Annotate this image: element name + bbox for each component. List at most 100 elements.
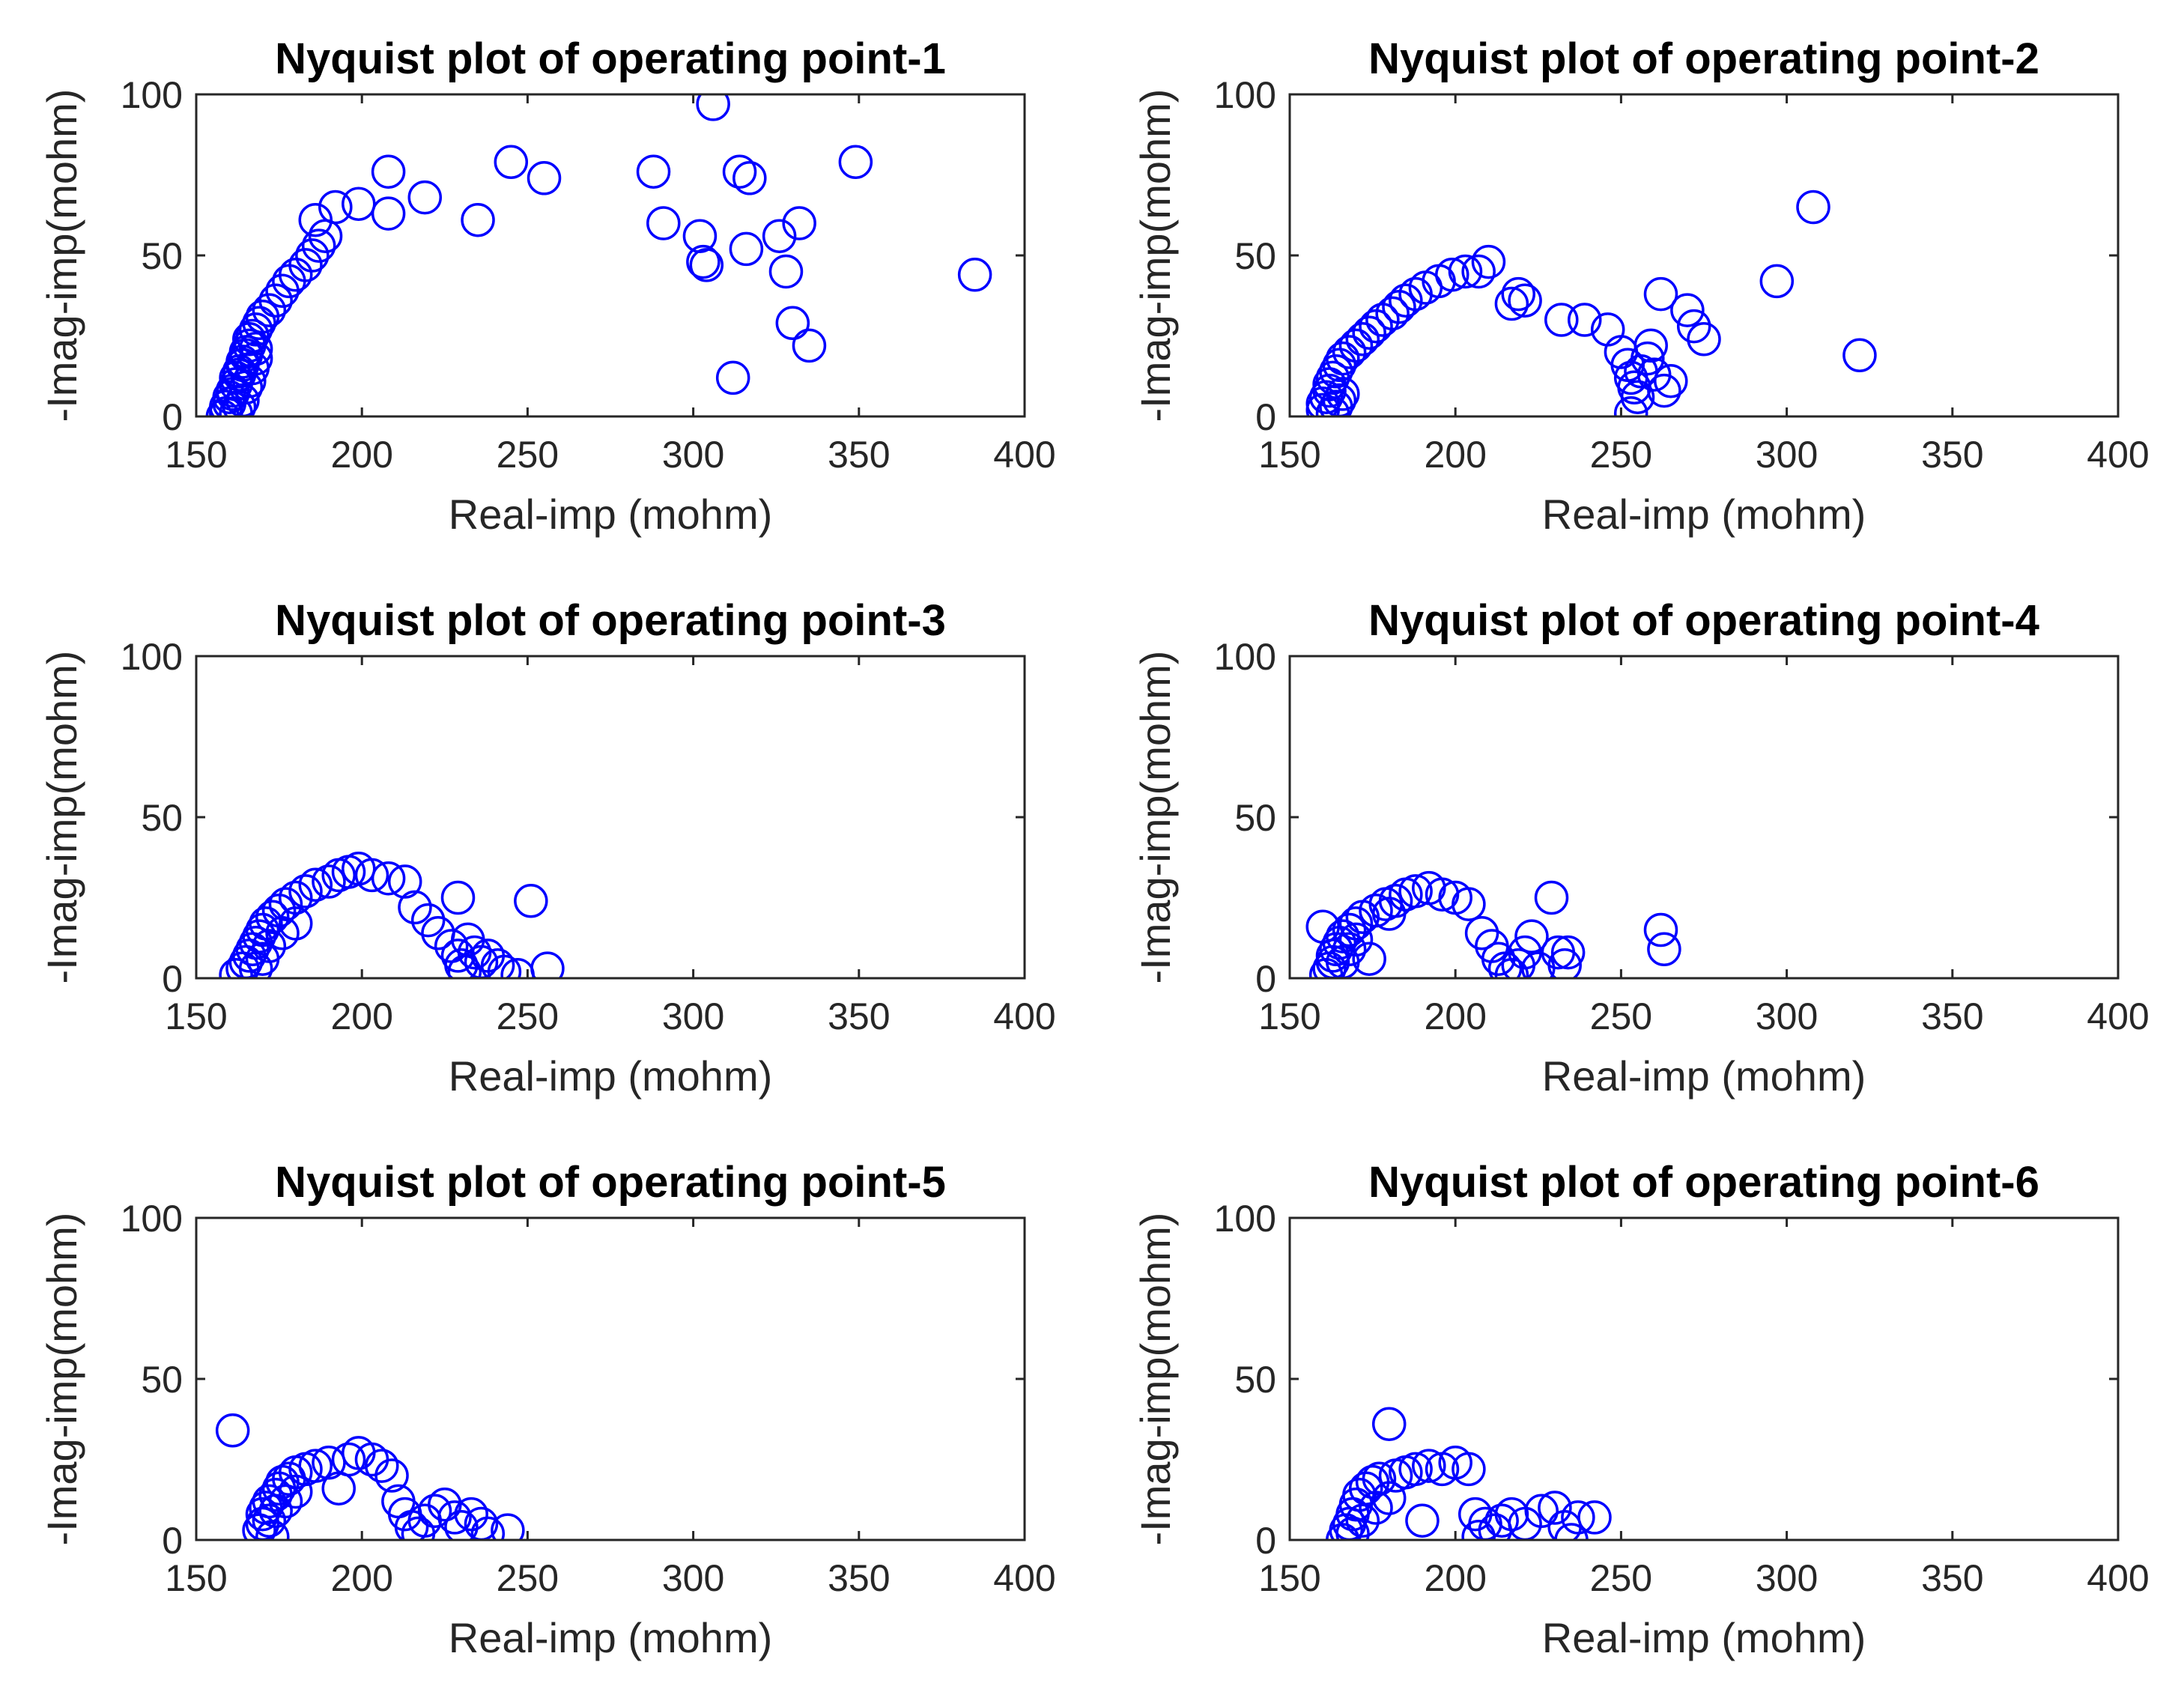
data-point-marker: [268, 887, 303, 921]
x-tick-label: 300: [662, 434, 724, 476]
x-tick-label: 400: [2087, 995, 2149, 1037]
data-point-marker: [387, 864, 422, 899]
x-tick-label: 350: [828, 995, 890, 1037]
data-point-marker: [331, 1442, 366, 1477]
data-point-marker: [1484, 1503, 1519, 1538]
plot-frame: [195, 655, 1026, 980]
data-points: [1305, 189, 1877, 416]
data-point-marker: [1359, 893, 1393, 928]
data-point-marker: [1371, 1407, 1407, 1441]
subplot-title: Nyquist plot of operating point-3: [275, 596, 946, 645]
data-point-marker: [1448, 254, 1483, 289]
data-point-marker: [732, 161, 767, 195]
y-tick-label: 0: [162, 1520, 183, 1562]
data-point-marker: [1796, 189, 1830, 225]
x-tick-label: 350: [1921, 1557, 1983, 1599]
data-point-marker: [1670, 293, 1705, 327]
data-point-marker: [440, 880, 476, 915]
data-point-marker: [1464, 916, 1499, 950]
x-tick-label: 200: [1424, 434, 1486, 476]
x-tick-label: 200: [1424, 1557, 1486, 1599]
subplot-title: Nyquist plot of operating point-1: [275, 34, 946, 83]
data-point-marker: [1494, 286, 1529, 321]
data-point-marker: [205, 399, 240, 416]
y-tick-label: 100: [121, 636, 183, 678]
data-point-marker: [1501, 276, 1536, 312]
data-point-marker: [1514, 919, 1549, 953]
data-point-marker: [238, 331, 273, 366]
data-point-marker: [1634, 328, 1668, 363]
plot-frame: [1288, 655, 2120, 980]
x-tick-label: 350: [828, 434, 890, 476]
data-point-marker: [689, 248, 724, 282]
data-point-marker: [1508, 283, 1542, 318]
subplot-title: Nyquist plot of operating point-4: [1368, 596, 2039, 645]
y-tick-label: 0: [162, 396, 183, 438]
y-tick-label: 50: [1234, 235, 1276, 277]
data-point-marker: [696, 94, 730, 121]
data-point-marker: [1524, 1494, 1559, 1529]
data-points: [1305, 870, 1681, 978]
data-point-marker: [636, 154, 671, 189]
plot-frame: [195, 93, 1026, 418]
data-point-marker: [1362, 1461, 1397, 1497]
subplot-4: Nyquist plot of operating point-4 150 200 2…: [1132, 596, 2150, 1100]
x-tick-label: 250: [1590, 1557, 1652, 1599]
data-point-marker: [527, 161, 562, 195]
data-point-marker: [255, 1519, 290, 1540]
x-tick-label: 150: [1258, 995, 1320, 1037]
x-tick-label: 400: [993, 995, 1055, 1037]
data-point-marker: [775, 306, 810, 341]
x-tick-label: 300: [1756, 1557, 1818, 1599]
data-point-marker: [1345, 1503, 1380, 1538]
data-point-marker: [1461, 254, 1496, 289]
data-point-marker: [782, 206, 816, 240]
x-tick-label: 350: [1921, 434, 1983, 476]
data-point-marker: [278, 880, 313, 915]
x-tick-label: 150: [165, 1557, 227, 1599]
data-point-marker: [258, 1494, 293, 1529]
data-point-marker: [398, 890, 432, 925]
data-point-marker: [222, 389, 257, 416]
data-point-marker: [1352, 942, 1386, 976]
x-axis-label: Real-imp (mohm): [1542, 491, 1866, 538]
x-tick-label: 400: [2087, 434, 2149, 476]
data-point-marker: [1687, 322, 1721, 357]
data-point-marker: [1534, 880, 1569, 915]
y-axis-label: -Imag-imp(mohm): [38, 651, 85, 984]
data-point-marker: [298, 1449, 333, 1483]
data-point-marker: [1647, 932, 1681, 967]
data-point-marker: [1332, 335, 1367, 369]
y-tick-label: 100: [121, 1198, 183, 1240]
data-point-marker: [242, 306, 276, 341]
data-point-marker: [252, 929, 287, 963]
data-point-marker: [1389, 283, 1423, 318]
x-tick-label: 150: [1258, 434, 1320, 476]
x-tick-label: 250: [1590, 434, 1652, 476]
data-points: [205, 94, 992, 416]
x-tick-label: 300: [1756, 995, 1818, 1037]
data-points: [219, 852, 565, 978]
data-point-marker: [480, 948, 515, 978]
y-tick-label: 50: [141, 797, 183, 839]
data-point-marker: [1554, 1523, 1589, 1540]
y-tick-label: 50: [1234, 797, 1276, 839]
data-point-marker: [461, 202, 495, 237]
data-point-marker: [255, 900, 290, 935]
y-tick-label: 100: [121, 74, 183, 116]
data-point-marker: [219, 957, 253, 978]
y-tick-label: 50: [141, 235, 183, 277]
x-tick-label: 350: [1921, 995, 1983, 1037]
y-axis-label: -Imag-imp(mohm): [1132, 651, 1179, 984]
x-tick-label: 150: [165, 434, 227, 476]
data-point-marker: [1338, 922, 1374, 957]
data-point-marker: [1375, 296, 1410, 331]
data-point-marker: [470, 1516, 506, 1540]
data-point-marker: [1643, 912, 1678, 947]
subplot-3: Nyquist plot of operating point-3 150 200 2…: [38, 596, 1056, 1100]
x-axis-label: Real-imp (mohm): [1542, 1614, 1866, 1661]
data-point-marker: [1654, 363, 1688, 398]
x-tick-label: 200: [330, 995, 392, 1037]
data-point-marker: [342, 187, 376, 221]
